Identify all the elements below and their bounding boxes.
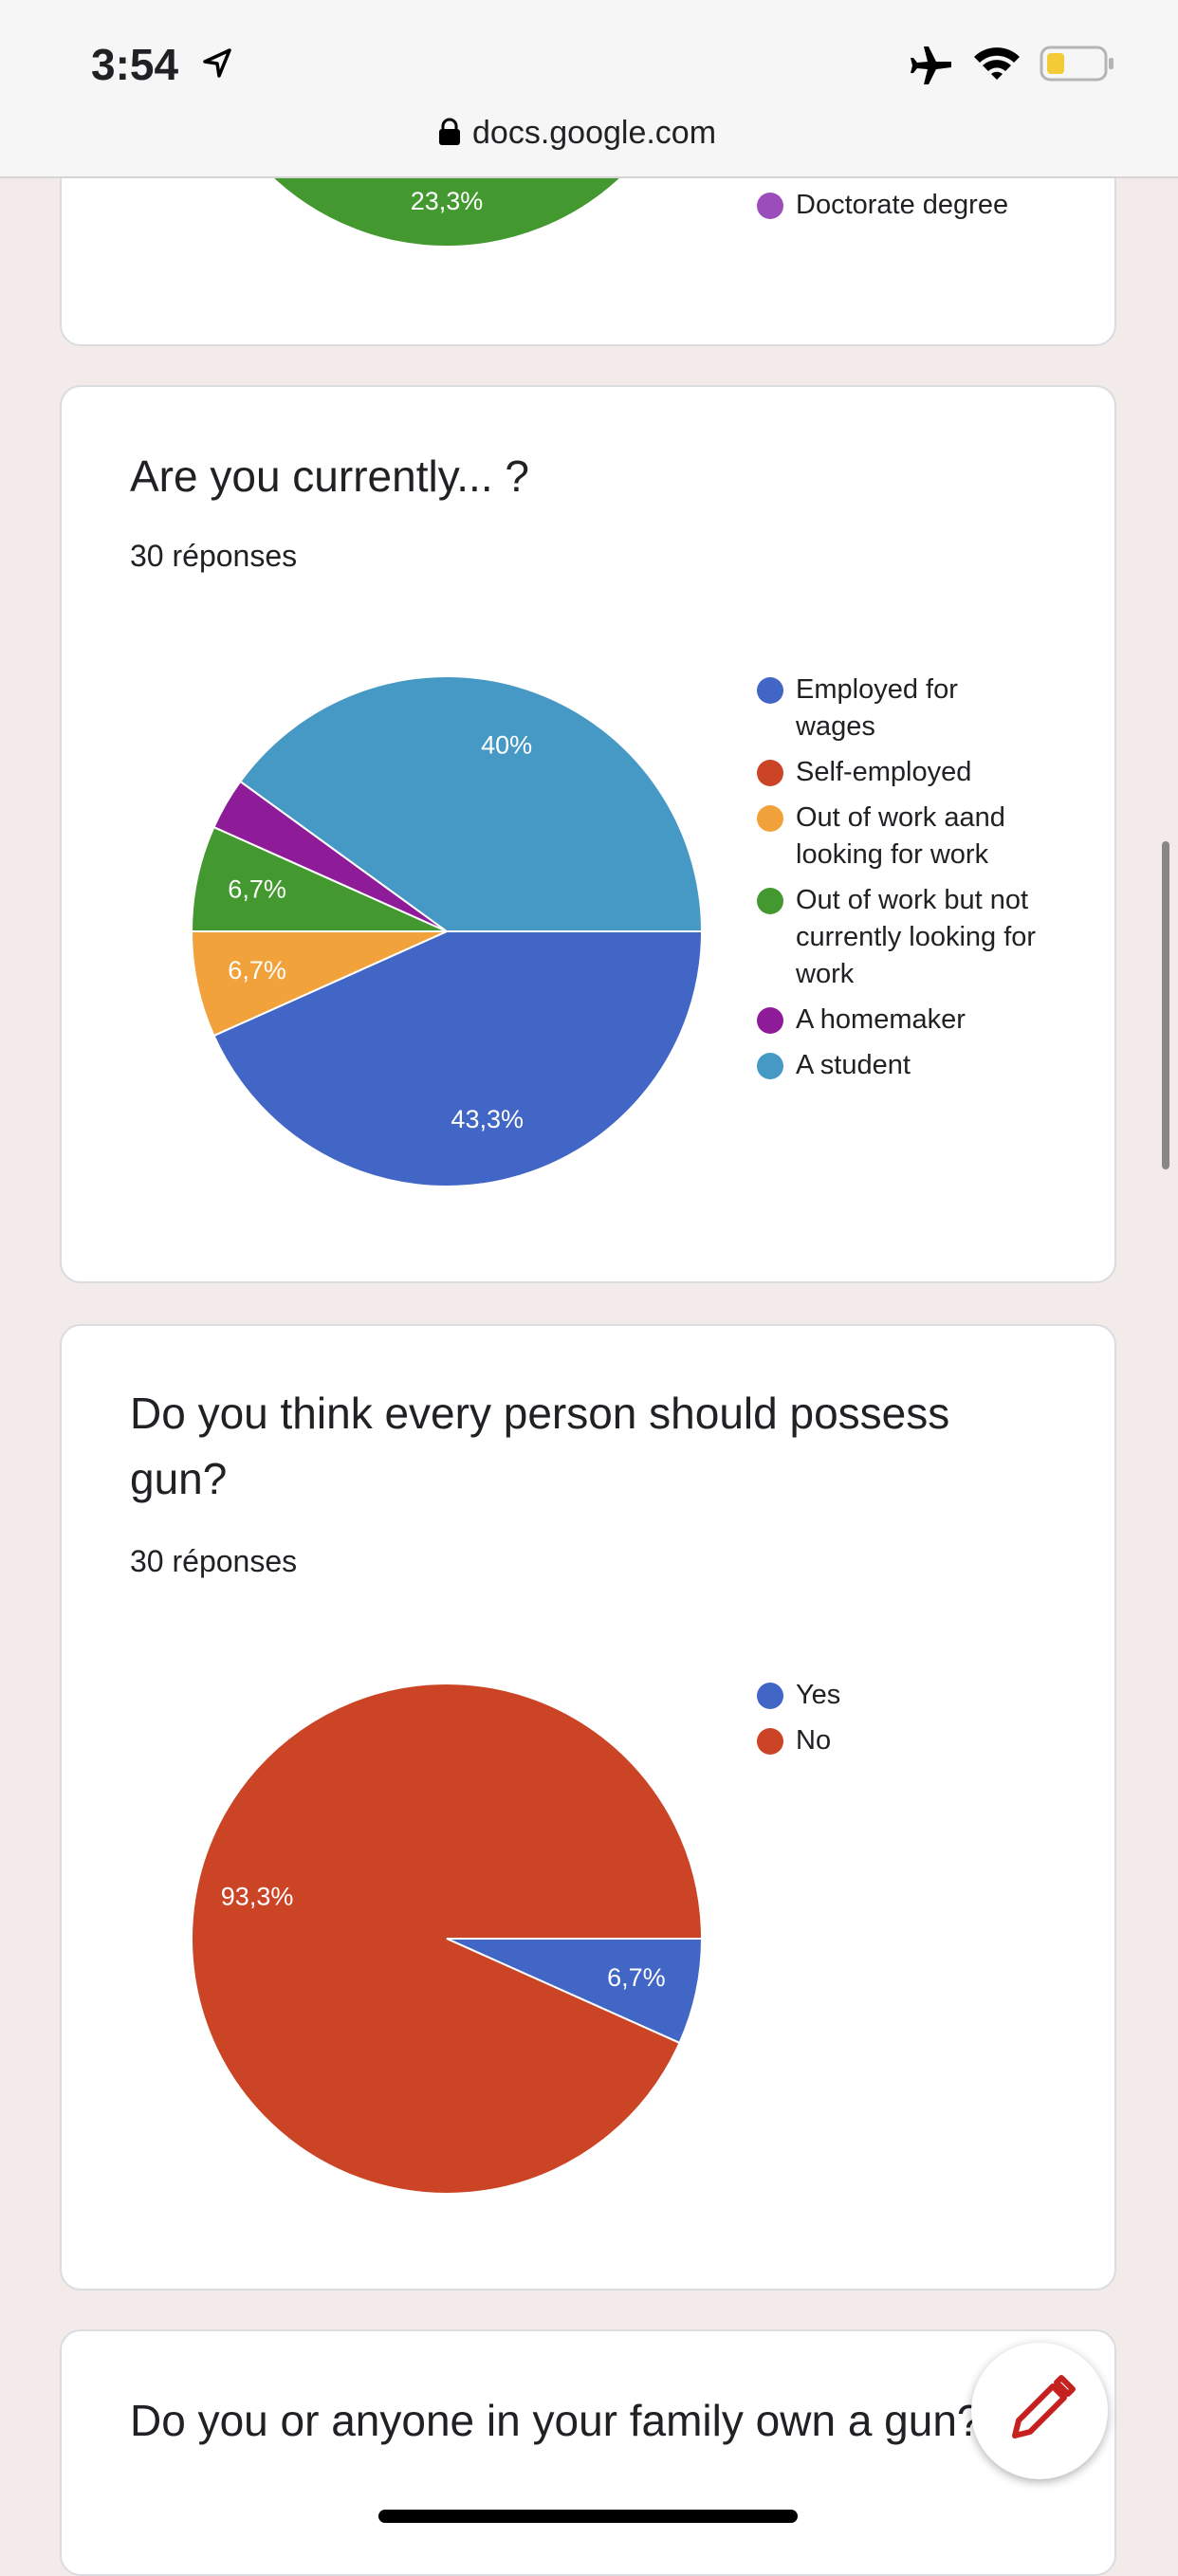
legend-dot [757, 759, 783, 786]
home-indicator [378, 2510, 798, 2523]
legend-label: Self-employed [796, 757, 972, 787]
response-count: 30 réponses [130, 1544, 298, 1578]
legend-item: Doctorate degree [757, 187, 1041, 224]
legend-label: Doctorate degree [796, 190, 1009, 220]
legend-item: Self-employed [757, 754, 1041, 791]
status-bar: 3:54 docs.google.com [0, 0, 1178, 178]
legend-item: A homemaker [757, 1002, 1041, 1039]
legend-item: A student [757, 1047, 1041, 1084]
legend-dot [757, 804, 783, 832]
battery-icon [1040, 46, 1114, 82]
response-count: 30 réponses [130, 539, 298, 573]
legend-label: No [796, 1725, 832, 1756]
pencil-icon [1012, 2375, 1076, 2438]
legend-item: Out of work but not currently looking fo… [757, 882, 1041, 993]
question-title: Do you or anyone in your family own a gu… [130, 2396, 982, 2445]
legend-item: No [757, 1722, 1041, 1759]
legend: Doctorate degree [757, 187, 1041, 232]
legend-dot [757, 1006, 783, 1034]
question-title: Are you currently... ? [130, 451, 529, 501]
question-title: Do you think every person should possess… [130, 1389, 950, 1503]
legend-label: Employed for wages [796, 674, 958, 742]
legend-label: Out of work but not currently looking fo… [796, 885, 1037, 989]
legend: Yes No [757, 1677, 1041, 1768]
legend-label: A homemaker [796, 1004, 966, 1035]
legend: Employed for wages Self-employed Out of wo… [757, 672, 1041, 1093]
wifi-icon [974, 47, 1020, 80]
url[interactable]: docs.google.com [472, 115, 717, 151]
legend-dot [757, 1682, 783, 1709]
legend-label: Yes [796, 1680, 841, 1710]
legend-label: Out of work aand looking for work [796, 802, 1005, 870]
legend-item: Yes [757, 1677, 1041, 1714]
legend-dot [757, 192, 783, 219]
legend-dot [757, 1727, 783, 1755]
card [60, 2329, 1116, 2576]
legend-dot [757, 887, 783, 914]
legend-dot [757, 676, 783, 704]
legend-item: Out of work aand looking for work [757, 800, 1041, 874]
location-icon [203, 48, 231, 78]
clock: 3:54 [91, 40, 179, 89]
scrollbar [1162, 841, 1169, 1169]
legend-item: Employed for wages [757, 672, 1041, 745]
edit-button[interactable] [971, 2343, 1108, 2479]
lock-icon [439, 118, 460, 145]
legend-label: A student [796, 1050, 911, 1080]
airplane-icon [911, 46, 951, 84]
legend-dot [757, 1052, 783, 1079]
